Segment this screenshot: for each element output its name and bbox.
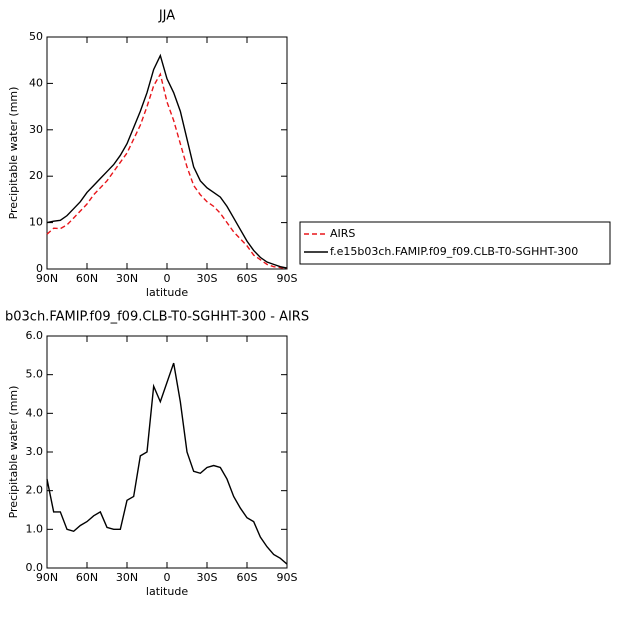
x-tick-label: 90S bbox=[277, 571, 298, 584]
x-tick-label: 60N bbox=[76, 272, 98, 285]
data-line bbox=[46, 362, 288, 565]
x-tick-label: 0 bbox=[164, 571, 171, 584]
y-tick-label: 1.0 bbox=[26, 522, 44, 535]
x-tick-label: 60S bbox=[237, 571, 258, 584]
y-tick-label: 2.0 bbox=[26, 484, 44, 497]
x-tick-label: 30N bbox=[116, 571, 138, 584]
data-line bbox=[46, 53, 288, 269]
legend-label: f.e15b03ch.FAMIP.f09_f09.CLB-T0-SGHHT-30… bbox=[330, 245, 578, 258]
y-tick-label: 20 bbox=[29, 169, 43, 182]
x-tick-label: 30N bbox=[116, 272, 138, 285]
x-tick-label: 30S bbox=[197, 272, 218, 285]
y-axis-label: Precipitable water (mm) bbox=[7, 87, 20, 220]
data-line bbox=[46, 72, 288, 270]
plot-frame bbox=[46, 335, 288, 569]
y-tick-label: 0 bbox=[36, 262, 43, 275]
y-tick-label: 0.0 bbox=[26, 561, 44, 574]
y-tick-label: 50 bbox=[29, 30, 43, 43]
x-tick-label: 90N bbox=[36, 571, 58, 584]
chart-title: JJA bbox=[158, 9, 175, 24]
plot-frame bbox=[46, 36, 288, 270]
x-tick-label: 0 bbox=[164, 272, 171, 285]
y-tick-label: 30 bbox=[29, 123, 43, 136]
x-tick-label: 90S bbox=[277, 272, 298, 285]
legend-label: AIRS bbox=[330, 227, 355, 240]
legend-box bbox=[299, 221, 611, 265]
y-tick-label: 10 bbox=[29, 216, 43, 229]
y-tick-label: 4.0 bbox=[26, 406, 44, 419]
y-tick-label: 6.0 bbox=[26, 329, 44, 342]
x-tick-label: 60S bbox=[237, 272, 258, 285]
y-tick-label: 3.0 bbox=[26, 445, 44, 458]
y-tick-label: 40 bbox=[29, 76, 43, 89]
x-tick-label: 60N bbox=[76, 571, 98, 584]
x-tick-label: 30S bbox=[197, 571, 218, 584]
chart-title: b03ch.FAMIP.f09_f09.CLB-T0-SGHHT-300 - A… bbox=[5, 310, 309, 325]
x-tick-label: 90N bbox=[36, 272, 58, 285]
x-axis-label: latitude bbox=[146, 585, 188, 598]
x-axis-label: latitude bbox=[146, 286, 188, 299]
y-tick-label: 5.0 bbox=[26, 368, 44, 381]
y-axis-label: Precipitable water (mm) bbox=[7, 386, 20, 519]
